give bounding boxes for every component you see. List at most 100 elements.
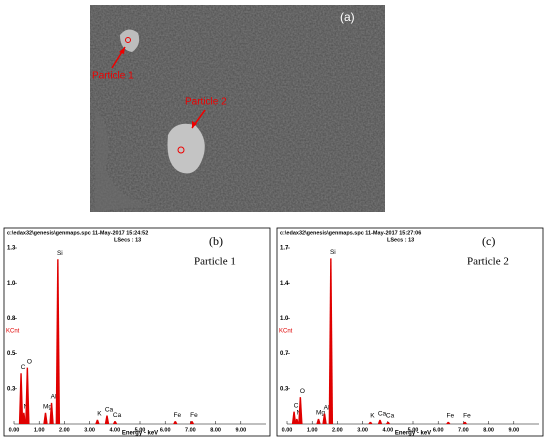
header: c:\edax32\genesis\genmaps.spc 11-May-201…	[280, 230, 421, 236]
peak-label: Ca	[386, 413, 395, 420]
panel-label: (c)	[482, 234, 495, 248]
peak-label: Fe	[446, 413, 454, 420]
x-tick-label: 8.00	[210, 427, 221, 433]
spot-2	[177, 146, 185, 154]
y-axis-label: KCnt	[6, 329, 20, 335]
peak	[49, 402, 54, 424]
x-tick-label: 9.00	[508, 427, 519, 433]
peak	[95, 419, 100, 424]
peak-label: Si	[57, 250, 63, 257]
peak	[294, 418, 300, 424]
sem-texture	[90, 5, 385, 212]
x-tick-label: 0.00	[282, 427, 293, 433]
peak	[173, 421, 178, 424]
particle-label: Particle 1	[92, 71, 134, 82]
x-tick-label: 6.00	[160, 427, 171, 433]
peak-label: Ca	[378, 411, 387, 418]
peak-label: Fe	[173, 412, 181, 419]
particle-label: Particle 2	[185, 97, 227, 108]
x-tick-label: 6.00	[433, 427, 444, 433]
y-tick-label: 1.0	[280, 316, 289, 322]
y-tick-label: 0.7	[280, 351, 289, 357]
header: LSecs : 13	[114, 237, 141, 243]
peak	[291, 411, 297, 424]
peak	[316, 418, 321, 424]
x-tick-label: 5.00	[135, 427, 146, 433]
x-axis-label: Energy - keV	[395, 431, 431, 437]
peak-label: Al	[324, 404, 330, 411]
peak-label: C	[294, 402, 299, 409]
peak-label: O	[27, 358, 32, 365]
peak-label: Fe	[190, 412, 198, 419]
peak	[298, 397, 303, 424]
peak	[446, 421, 451, 424]
peak	[21, 412, 27, 424]
x-tick-label: 2.00	[332, 427, 343, 433]
peak	[104, 415, 110, 424]
peak	[368, 421, 373, 424]
peak-label: Ca	[105, 406, 114, 413]
x-tick-label: 4.00	[382, 427, 393, 433]
x-tick-label: 7.00	[185, 427, 196, 433]
x-tick-label: 5.00	[408, 427, 419, 433]
x-tick-label: 8.00	[483, 427, 494, 433]
particle-2	[167, 123, 205, 174]
y-tick-label: 1.0	[7, 281, 16, 287]
x-tick-label: 3.00	[84, 427, 95, 433]
panel-label: (b)	[209, 234, 223, 248]
y-tick-label: 0.5	[7, 351, 16, 357]
y-tick-label: 0.3	[7, 386, 16, 392]
peak	[189, 421, 195, 424]
x-tick-label: 1.00	[34, 427, 45, 433]
header: c:\edax32\genesis\genmaps.spc 11-May-201…	[7, 230, 148, 236]
peak-label: K	[370, 413, 375, 420]
y-axis-label: KCnt	[279, 329, 293, 335]
subtitle: Particle 2	[467, 256, 509, 268]
peak	[328, 258, 334, 424]
peak	[385, 421, 391, 424]
peak-label: C	[21, 364, 26, 371]
peak	[43, 412, 48, 424]
peak-label: Si	[330, 249, 336, 256]
y-tick-label: 0.8	[7, 316, 16, 322]
header: LSecs : 13	[387, 237, 414, 243]
x-tick-label: 9.00	[235, 427, 246, 433]
x-tick-label: 4.00	[109, 427, 120, 433]
x-tick-label: 1.00	[307, 427, 318, 433]
peak-label: Al	[51, 394, 57, 401]
peak-label: Ca	[113, 412, 122, 419]
peak	[25, 367, 30, 424]
peak-label: Mg	[43, 403, 52, 410]
peak	[322, 413, 327, 424]
peak	[18, 373, 24, 424]
peak-label: Fe	[463, 413, 471, 420]
panel-frame	[3, 227, 271, 437]
peak	[112, 421, 118, 424]
arrow-1-head	[119, 47, 125, 54]
spot-1	[125, 37, 131, 43]
x-tick-label: 3.00	[357, 427, 368, 433]
x-tick-label: 2.00	[59, 427, 70, 433]
sem-image: (a) Particle 1 Particle 2	[90, 5, 385, 212]
y-tick-label: 1.4	[280, 281, 289, 287]
sem-ridge	[95, 110, 150, 212]
peak	[55, 259, 61, 424]
x-tick-label: 7.00	[458, 427, 469, 433]
panel-frame	[276, 227, 544, 437]
particle-1	[120, 29, 140, 52]
peak	[462, 421, 468, 424]
peak	[377, 419, 383, 424]
peak-label: K	[97, 410, 102, 417]
panel-label: (a)	[340, 10, 355, 24]
x-tick-label: 0.00	[9, 427, 20, 433]
peak-label: O	[300, 388, 305, 395]
peak-label: Mg	[316, 410, 325, 417]
x-axis-label: Energy - keV	[122, 431, 158, 437]
arrow-2-head	[192, 121, 197, 128]
y-tick-label: 1.7	[280, 246, 289, 252]
subtitle: Particle 1	[194, 256, 236, 268]
y-tick-label: 1.3	[7, 246, 16, 252]
y-tick-label: 0.3	[280, 386, 289, 392]
